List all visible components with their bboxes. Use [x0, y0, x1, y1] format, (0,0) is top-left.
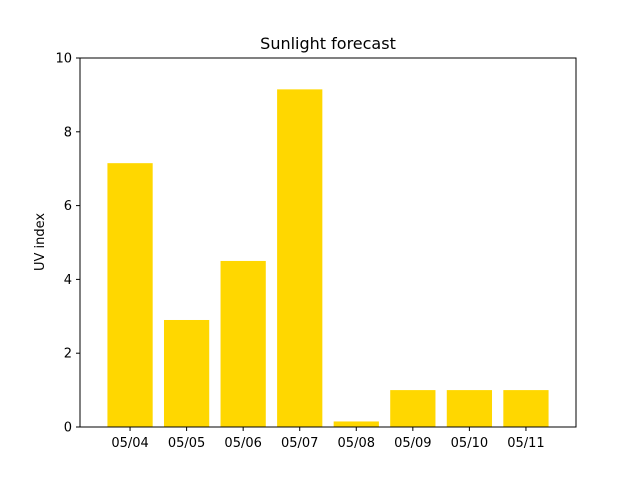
x-tick-label: 05/05 — [168, 436, 205, 451]
x-tick-label: 05/07 — [281, 436, 318, 451]
x-ticks: 05/04 05/05 05/06 05/07 05/08 05/09 05/10 05/11 — [111, 427, 545, 451]
bar-05-08 — [333, 421, 379, 427]
bars-group — [107, 89, 549, 428]
x-tick-label: 05/06 — [224, 436, 261, 451]
x-tick-label: 05/10 — [451, 436, 488, 451]
x-tick-label: 05/09 — [394, 436, 431, 451]
bar-05-10 — [446, 390, 493, 427]
y-axis-label: UV index — [33, 213, 48, 271]
x-tick-label: 05/04 — [111, 436, 148, 451]
chart-title: Sunlight forecast — [260, 34, 396, 53]
bar-05-06 — [220, 260, 266, 427]
x-tick-label: 05/08 — [338, 436, 375, 451]
y-tick-label: 4 — [64, 273, 72, 288]
x-tick-label: 05/11 — [507, 436, 544, 451]
bar-05-09 — [390, 390, 436, 427]
bar-05-04 — [107, 163, 153, 428]
plot-frame — [79, 57, 577, 428]
y-tick-label: 0 — [64, 421, 72, 436]
y-tick-label: 6 — [64, 199, 72, 214]
bar-05-07 — [277, 89, 323, 428]
y-tick-label: 2 — [64, 347, 72, 362]
bar-05-05 — [163, 319, 210, 427]
y-tick-label: 10 — [55, 52, 72, 67]
bar-05-11 — [503, 390, 549, 427]
y-tick-label: 8 — [64, 125, 72, 140]
y-ticks: 0 2 4 6 8 10 — [55, 52, 80, 436]
